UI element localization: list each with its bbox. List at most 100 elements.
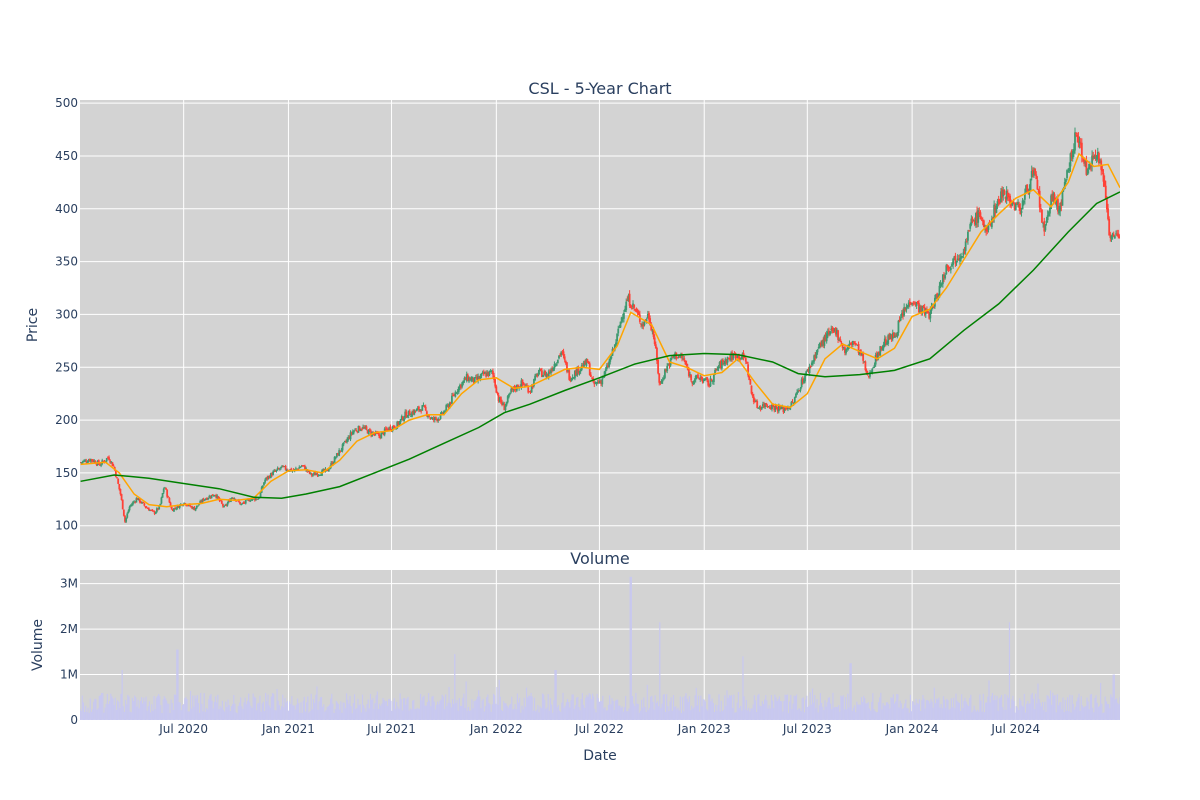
candle [162, 487, 165, 495]
candle-body [1104, 185, 1107, 199]
candle-body [225, 504, 228, 506]
candle [700, 375, 703, 381]
volume-bar [314, 702, 316, 720]
candle [730, 351, 732, 362]
volume-bar [1062, 697, 1064, 720]
volume-bar [431, 696, 433, 720]
volume-bar [1106, 703, 1109, 720]
volume-bar [1115, 698, 1118, 720]
candle-body [107, 457, 109, 459]
candle-body [88, 459, 91, 462]
candle-body [1059, 202, 1062, 212]
candle-body [170, 506, 173, 510]
volume-bar [230, 706, 233, 720]
volume-bar [353, 694, 356, 720]
candle [1099, 158, 1101, 164]
candle [900, 310, 903, 318]
volume-bar [113, 704, 115, 720]
candle [543, 369, 546, 376]
volume-bar [155, 697, 157, 720]
volume-bar [888, 704, 890, 720]
candle-body [93, 460, 96, 462]
volume-bar [482, 698, 484, 720]
candle [152, 510, 155, 512]
volume-bar [715, 704, 717, 720]
candle [1033, 167, 1035, 178]
candle [1113, 235, 1116, 239]
volume-bar [205, 707, 208, 720]
candle-body [1026, 184, 1029, 191]
candle-body [403, 418, 405, 421]
volume-bar [139, 700, 141, 720]
volume-bar [989, 702, 991, 720]
volume-bar [1087, 701, 1089, 720]
candle-body [818, 342, 821, 348]
volume-bar [341, 712, 343, 720]
candle-body [84, 460, 87, 462]
candle [495, 384, 498, 393]
candle-body [335, 453, 338, 457]
volume-bar [713, 712, 716, 720]
candle [444, 409, 446, 413]
volume-bar [345, 693, 348, 720]
candle-body [158, 505, 161, 510]
candle [556, 359, 559, 364]
candle-body [388, 426, 391, 430]
candle [300, 464, 303, 468]
volume-bar [825, 706, 827, 720]
volume-bar [236, 713, 238, 720]
volume-bar [1094, 698, 1096, 720]
candle-body [673, 355, 675, 358]
volume-bar [644, 706, 646, 720]
candle [808, 363, 811, 376]
candle-body [907, 302, 910, 307]
volume-bar [920, 710, 922, 720]
volume-bar [817, 712, 819, 720]
volume-bar [1007, 697, 1009, 720]
volume-bar [448, 687, 450, 720]
candle [503, 401, 506, 411]
volume-bar [552, 712, 554, 720]
volume-bar [717, 705, 719, 720]
volume-bar [667, 706, 669, 720]
candle-body [814, 354, 817, 359]
candle-body [127, 510, 130, 513]
candle-body [357, 425, 360, 433]
volume-bar [367, 699, 369, 720]
candle-body [422, 404, 425, 406]
volume-bar [662, 694, 664, 720]
volume-bar [278, 705, 280, 720]
candle-body [834, 327, 837, 335]
candle-body [1113, 236, 1116, 239]
candle [810, 360, 813, 367]
candle-body [724, 359, 727, 364]
candle [907, 300, 910, 309]
candle [487, 371, 490, 378]
volume-bar [401, 710, 403, 720]
candle-body [591, 377, 593, 379]
volume-bar [242, 708, 244, 720]
candle [899, 314, 902, 322]
candle [282, 465, 285, 468]
candle-body [92, 459, 94, 462]
candle-body [143, 503, 146, 506]
volume-bar [522, 709, 524, 720]
candle-body [506, 396, 509, 403]
volume-bar [561, 702, 563, 720]
volume-bar [743, 696, 745, 720]
candle-body [535, 374, 538, 376]
candle [134, 500, 137, 504]
candle-body [404, 411, 407, 418]
candle-body [994, 205, 997, 214]
candle [620, 316, 623, 324]
candle [285, 468, 288, 472]
volume-bar [1112, 674, 1114, 720]
candle-body [353, 430, 355, 433]
x-tick-label: Jul 2023 [782, 722, 832, 736]
candle-body [261, 486, 264, 488]
candle-body [313, 472, 315, 475]
volume-bar [317, 709, 319, 720]
candle-body [320, 474, 322, 476]
candle-body [302, 465, 305, 467]
candle-body [636, 310, 639, 313]
